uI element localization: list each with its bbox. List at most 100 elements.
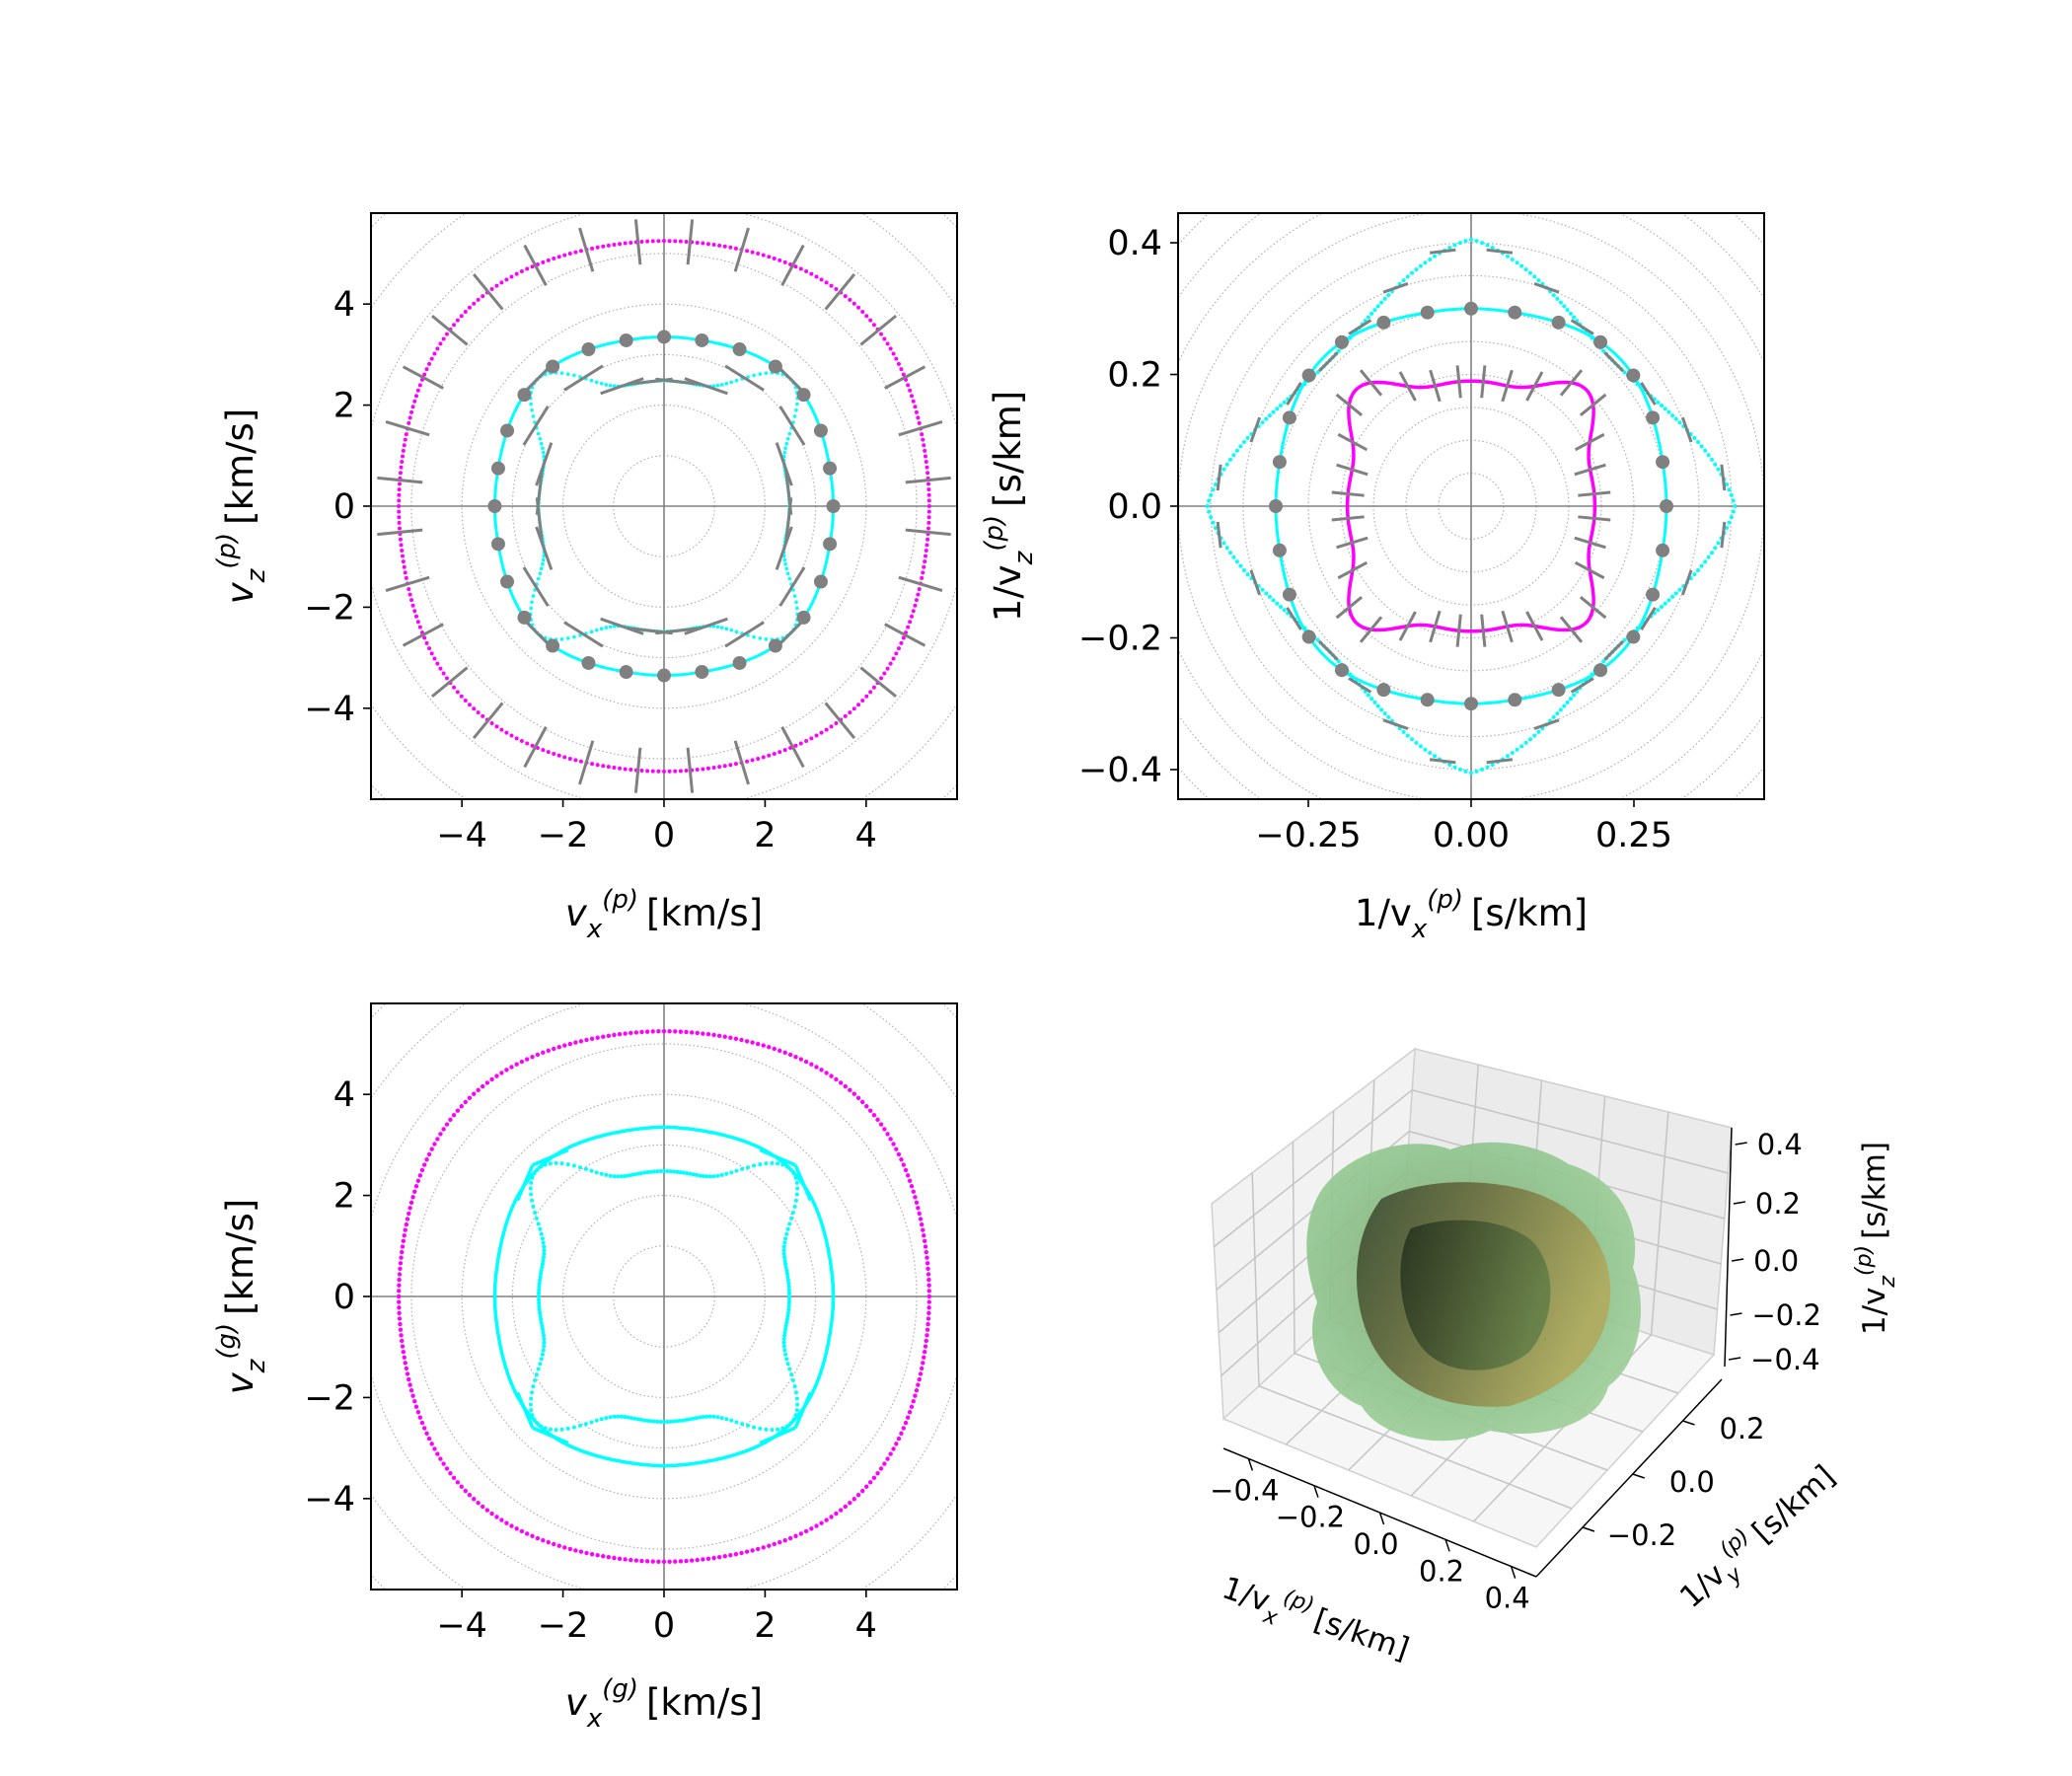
qS2-slowness-point — [1379, 300, 1384, 305]
qS2-group-point — [540, 1236, 545, 1241]
qP-polarization-tick — [780, 244, 805, 286]
qS2-slowness-point — [1418, 263, 1423, 268]
qS1-slowness-polarization-dot — [1593, 334, 1608, 349]
p1-xtick-label-2: 0 — [653, 816, 675, 855]
qP-group-point — [499, 1071, 504, 1075]
qS2-group-point — [776, 1161, 780, 1166]
qS2-slowness-point — [1505, 254, 1510, 259]
qP-phase-point — [868, 690, 873, 695]
qS2-group-point — [711, 1414, 716, 1419]
qS2-group-point — [724, 1171, 729, 1176]
qP-polarization-tick — [578, 740, 595, 785]
qP-group-point — [578, 1039, 584, 1044]
qS2-group-point — [783, 1236, 788, 1241]
qS2-polarization-tick — [775, 526, 793, 570]
qP-phase-point — [888, 661, 893, 666]
p4-yaxis-line — [1535, 1378, 1723, 1578]
qS2-group-point — [543, 1426, 548, 1431]
qS2-slowness-point — [1264, 416, 1269, 421]
qP-group-point — [772, 1046, 777, 1052]
qS1-polarization-dot — [823, 461, 838, 476]
qS2-slowness-point — [1433, 754, 1438, 759]
qS2-group-point — [538, 1226, 543, 1231]
qS2-slowness-point — [1485, 765, 1490, 770]
qP-phase-point — [400, 454, 405, 459]
qS2-phase-point — [785, 436, 790, 441]
qP-group-point — [909, 1184, 915, 1189]
qP-group-point — [633, 1558, 639, 1563]
qP-phase-point — [402, 443, 407, 448]
qS2-group-point — [541, 1258, 546, 1263]
qP-phase-point — [410, 405, 415, 409]
qS2-group-point — [530, 1175, 535, 1180]
qP-group-point — [535, 1052, 541, 1058]
qS2-group-point — [528, 1186, 533, 1191]
qS1-polarization-dot — [768, 359, 782, 374]
qS2-slowness-point — [1677, 420, 1682, 425]
qP-phase-point — [639, 239, 644, 244]
qP-group-point — [824, 1517, 829, 1522]
qS2-group-point — [746, 1165, 751, 1170]
qP-phase-point — [772, 257, 777, 261]
qS2-group-point — [537, 1303, 542, 1308]
qP-slowness-polarization-tick — [1574, 432, 1605, 452]
qS2-phase-point — [589, 378, 594, 383]
qS2-slowness-point — [1366, 693, 1370, 698]
qS2-phase-point — [724, 381, 729, 386]
qP-phase-point — [601, 764, 606, 769]
qP-group-point — [899, 1431, 904, 1437]
qS2-phase-point — [536, 431, 541, 436]
qS2-slowness-point — [1207, 509, 1212, 514]
qP-phase-point — [728, 245, 733, 250]
qP-group-point — [875, 1470, 880, 1476]
qP-phase-point — [645, 769, 650, 774]
qS2-group-point — [784, 1424, 789, 1429]
qS2-phase-point — [784, 566, 789, 571]
qS2-group-point — [642, 1170, 647, 1175]
qP-phase-point — [843, 294, 848, 299]
qP-group-point — [546, 1048, 551, 1054]
qS2-group-point — [665, 1419, 670, 1424]
qS2-group-point — [694, 1416, 699, 1421]
qS2-polarization-tick — [522, 406, 550, 446]
qS2-group-point — [554, 1160, 558, 1165]
qP-slowness-polarization-tick — [1337, 432, 1369, 452]
qS2-slowness-point — [1710, 457, 1715, 462]
qS2-slowness-point — [1505, 754, 1510, 759]
qS2-slowness-point — [1372, 700, 1377, 704]
qS2-phase-point — [758, 372, 763, 376]
qP-group-point — [451, 1113, 457, 1118]
qP-polarization-tick — [780, 726, 805, 769]
qP-group-point — [905, 1415, 911, 1420]
qP-group-point — [924, 1249, 928, 1255]
p2-zero-lines — [1178, 213, 1764, 799]
qP-phase-point — [422, 372, 427, 377]
qP-phase-point — [901, 635, 906, 640]
qS2-slowness-point — [1519, 263, 1524, 268]
qP-phase-point — [911, 609, 916, 614]
qP-group-point — [397, 1289, 402, 1294]
qS2-group-point — [784, 1320, 789, 1325]
qS2-group-point — [539, 1320, 544, 1325]
qP-group-point — [814, 1065, 819, 1070]
qS2-slowness-polarization-tick — [1533, 282, 1560, 294]
qP-phase-point — [913, 405, 918, 409]
qP-phase-point — [843, 713, 848, 718]
qS2-group-point — [626, 1415, 630, 1420]
qP-phase-point — [452, 323, 457, 328]
qS2-slowness-point — [1428, 257, 1433, 261]
phase-velocity-panel: −4 −2 0 2 4 −4 −2 0 2 4 vx(p) [km/s] vz(p)[km/s] — [212, 212, 958, 944]
qP-phase-point — [397, 515, 402, 520]
qP-phase-point — [595, 245, 600, 250]
qS2-slowness-point — [1405, 733, 1410, 738]
qP-phase-point — [916, 592, 921, 597]
qS2-slowness-point — [1231, 555, 1236, 559]
qS2-slowness-polarization-tick — [1429, 758, 1456, 765]
qS2-phase-point — [539, 566, 544, 571]
qS2-slowness-polarization-tick — [1570, 319, 1594, 335]
qS2-group-point — [542, 1337, 547, 1342]
qP-phase-point — [809, 271, 814, 276]
qS2-phase-point — [559, 637, 564, 641]
qP-phase-point — [481, 294, 485, 299]
qP-group-point — [716, 1033, 722, 1039]
